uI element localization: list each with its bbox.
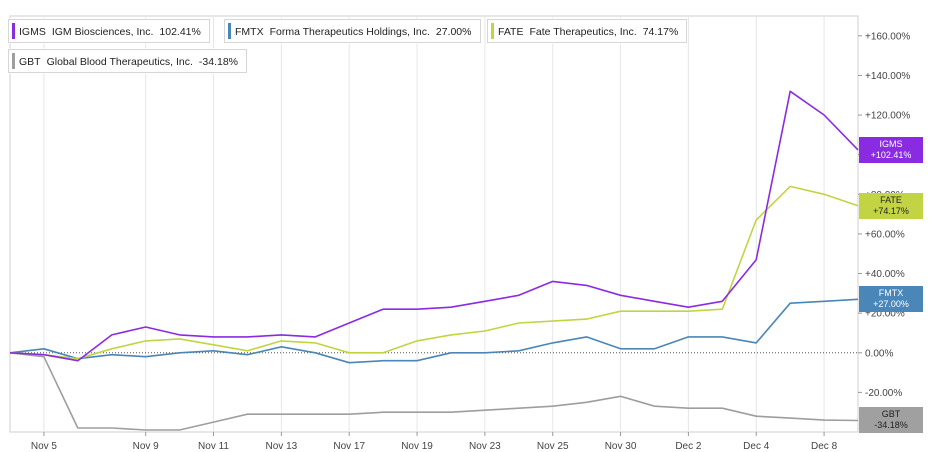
end-label-value: +74.17% <box>873 205 909 216</box>
legend-company-name: IGM Biosciences, Inc. <box>51 26 154 38</box>
end-label-fate: FATE +74.17% <box>859 192 923 219</box>
x-tick-label: Dec 4 <box>743 441 770 452</box>
series-line-igms <box>9 90 859 362</box>
legend-item-igms[interactable]: IGMS IGM Biosciences, Inc. 102.41% <box>8 19 210 43</box>
legend-swatch <box>12 23 15 39</box>
x-tick-label: Nov 11 <box>198 441 229 452</box>
y-tick-label: +20.00% <box>865 309 905 320</box>
y-tick-label: +40.00% <box>865 269 905 280</box>
legend-ticker: FMTX <box>235 26 264 38</box>
x-tick-label: Dec 2 <box>675 441 702 452</box>
x-tick-label: Nov 30 <box>605 441 637 452</box>
end-label-ticker: IGMS <box>879 138 903 149</box>
legend-ticker: IGMS <box>19 26 46 38</box>
axis-layer: Nov 5 Nov 9 Nov 11 Nov 13 Nov 17 Nov 19 Nov 23… <box>31 31 911 452</box>
x-tick-label: Nov 9 <box>133 441 160 452</box>
y-tick-label: +140.00% <box>865 71 910 82</box>
legend-company-name: Forma Therapeutics Holdings, Inc. <box>269 26 430 38</box>
series-layer <box>9 90 859 431</box>
end-label-value: +102.41% <box>870 149 912 160</box>
legend-company-name: Fate Therapeutics, Inc. <box>529 26 637 38</box>
end-label-ticker: FATE <box>880 194 902 205</box>
legend-swatch <box>228 23 231 39</box>
end-label-gbt: GBT -34.18% <box>859 407 923 434</box>
y-tick-label: -20.00% <box>865 388 902 399</box>
grid-layer <box>9 15 859 433</box>
plot-frame <box>9 15 859 433</box>
y-tick-label: +160.00% <box>865 31 910 42</box>
legend-item-fate[interactable]: FATE Fate Therapeutics, Inc. 74.17% <box>487 19 688 43</box>
x-tick-label: Nov 13 <box>266 441 298 452</box>
legend-percent-change: 102.41% <box>159 26 201 38</box>
y-tick-label: 0.00% <box>865 348 893 359</box>
series-line-gbt <box>9 352 859 431</box>
x-tick-label: Nov 5 <box>31 441 58 452</box>
legend-company-name: Global Blood Therapeutics, Inc. <box>46 56 193 68</box>
series-line-fmtx <box>9 298 859 364</box>
legend-percent-change: 27.00% <box>435 26 472 38</box>
legend-item-fmtx[interactable]: FMTX Forma Therapeutics Holdings, Inc. 27.… <box>224 19 481 43</box>
x-tick-label: Nov 25 <box>537 441 569 452</box>
end-label-value: +27.00% <box>873 299 909 310</box>
series-line-fate <box>9 185 859 360</box>
legend-swatch <box>491 23 494 39</box>
y-tick-label: +120.00% <box>865 111 910 122</box>
legend-percent-change: 74.17% <box>642 26 679 38</box>
legend-ticker: GBT <box>19 56 41 68</box>
legend-percent-change: -34.18% <box>198 56 239 68</box>
end-label-igms: IGMS +102.41% <box>859 136 923 163</box>
y-tick-label: +60.00% <box>865 229 905 240</box>
end-label-ticker: GBT <box>881 409 901 420</box>
legend-swatch <box>12 53 15 69</box>
x-tick-label: Nov 19 <box>401 441 433 452</box>
legend-ticker: FATE <box>498 26 524 38</box>
x-tick-label: Nov 17 <box>333 441 365 452</box>
end-label-value: -34.18% <box>874 420 908 431</box>
end-label-fmtx: FMTX +27.00% <box>859 286 923 313</box>
x-tick-label: Dec 8 <box>811 441 838 452</box>
end-label-ticker: FMTX <box>878 288 904 299</box>
x-tick-label: Nov 23 <box>469 441 501 452</box>
legend-item-gbt[interactable]: GBT Global Blood Therapeutics, Inc. -34.18… <box>8 49 248 73</box>
